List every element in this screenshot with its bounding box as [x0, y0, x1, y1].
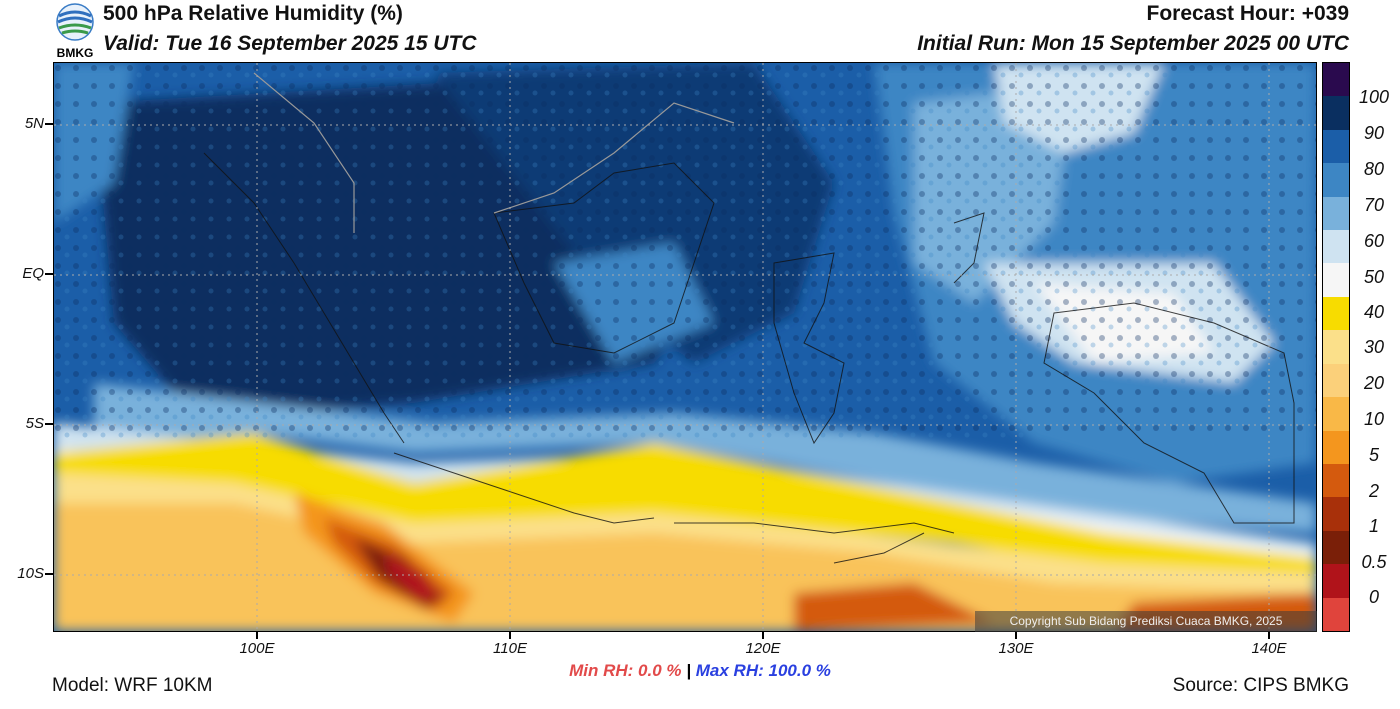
- coastline-java: [393, 452, 655, 524]
- lon-tick-120e: [762, 632, 764, 639]
- colorbar-label-5: 5: [1368, 445, 1379, 465]
- colorbar-label-90: 90: [1363, 123, 1385, 143]
- colorbar-label-70: 70: [1363, 195, 1385, 215]
- lat-tick-eq: [45, 273, 53, 275]
- lon-tick-100e: [256, 632, 258, 639]
- colorbar-label-40: 40: [1363, 302, 1385, 322]
- lon-tick-140e: [1268, 632, 1270, 639]
- humidity-map: [53, 62, 1317, 632]
- source-info: Source: CIPS BMKG: [1172, 675, 1349, 696]
- colorbar-label-2: 2: [1368, 481, 1379, 501]
- lon-label-130e: 130E: [998, 640, 1034, 657]
- colorbar-segment-14: [1323, 530, 1349, 565]
- lon-tick-110e: [509, 632, 511, 639]
- lon-label-110e: 110E: [493, 640, 527, 657]
- model-info: Model: WRF 10KM: [52, 675, 213, 696]
- lat-tick-10s: [45, 573, 53, 575]
- colorbar-segment-10: [1323, 397, 1349, 432]
- min-rh-value: 0.0 %: [638, 661, 682, 680]
- lon-tick-130e: [1015, 632, 1017, 639]
- colorbar-segment-1: [1323, 96, 1349, 131]
- logo-text: BMKG: [57, 46, 94, 60]
- coastline-borneo: [493, 162, 715, 354]
- coastline-sulawesi: [773, 252, 845, 445]
- coastline-halmahera: [953, 212, 985, 284]
- lat-label-5n: 5N: [24, 115, 44, 132]
- lat-label-eq: EQ: [22, 265, 44, 282]
- colorbar-label-30: 30: [1363, 337, 1385, 357]
- colorbar-label-100: 100: [1358, 87, 1390, 107]
- colorbar-segment-0: [1323, 63, 1349, 97]
- colorbar-segment-7: [1323, 296, 1349, 331]
- colorbar-label-50: 50: [1363, 267, 1385, 287]
- humidity-region-2-south: [794, 583, 994, 631]
- colorbar: [1322, 62, 1350, 632]
- chart-title: 500 hPa Relative Humidity (%): [103, 2, 403, 25]
- lat-label-5s: 5S: [25, 415, 44, 432]
- lon-label-140e: 140E: [1251, 640, 1287, 657]
- colorbar-segment-15: [1323, 564, 1349, 599]
- colorbar-segment-2: [1323, 129, 1349, 164]
- colorbar-label-1: 1: [1368, 516, 1379, 536]
- lon-label-100e: 100E: [239, 640, 275, 657]
- valid-time: Valid: Tue 16 September 2025 15 UTC: [103, 32, 477, 55]
- colorbar-segment-12: [1323, 463, 1349, 498]
- lat-tick-5n: [45, 123, 53, 125]
- colorbar-label-60: 60: [1363, 231, 1385, 251]
- rh-stats: Min RH: 0.0 % | Max RH: 100.0 %: [0, 661, 1400, 681]
- coastline-papua: [1043, 302, 1295, 524]
- colorbar-label-0: 0: [1368, 587, 1379, 607]
- bmkg-logo: BMKG: [52, 2, 98, 60]
- coastline-borneo-north: [493, 102, 735, 214]
- humidity-region-05-core: [384, 553, 439, 603]
- copyright-notice: Copyright Sub Bidang Prediksi Cuaca BMKG…: [975, 611, 1317, 632]
- coastline-malaysia: [253, 72, 355, 233]
- colorbar-segment-5: [1323, 230, 1349, 264]
- colorbar-segment-4: [1323, 196, 1349, 231]
- texture-overlay: [54, 63, 1316, 443]
- min-rh-label: Min RH:: [569, 661, 634, 680]
- colorbar-label-80: 80: [1363, 159, 1385, 179]
- colorbar-label-10: 10: [1363, 409, 1385, 429]
- colorbar-segment-16: [1323, 597, 1349, 632]
- lon-label-120e: 120E: [745, 640, 781, 657]
- humidity-region-30-yellow: [54, 433, 1316, 583]
- colorbar-label-20: 20: [1363, 373, 1385, 393]
- initial-run: Initial Run: Mon 15 September 2025 00 UT…: [917, 32, 1349, 55]
- colorbar-segment-6: [1323, 263, 1349, 298]
- coastline-nusa: [674, 522, 955, 534]
- max-rh-label: Max RH:: [695, 661, 764, 680]
- stats-separator: |: [686, 661, 692, 680]
- colorbar-segment-13: [1323, 497, 1349, 532]
- colorbar-segment-9: [1323, 363, 1349, 398]
- lat-label-10s: 10S: [17, 565, 44, 582]
- forecast-hour: Forecast Hour: +039: [1146, 2, 1350, 25]
- coastline-timor: [833, 532, 925, 564]
- max-rh-value: 100.0 %: [768, 661, 831, 680]
- colorbar-segment-3: [1323, 163, 1349, 198]
- colorbar-segment-8: [1323, 330, 1349, 365]
- coastline-sumatra: [203, 152, 405, 444]
- colorbar-segment-11: [1323, 430, 1349, 465]
- colorbar-label-0-5: 0.5: [1361, 552, 1387, 572]
- lat-tick-5s: [45, 423, 53, 425]
